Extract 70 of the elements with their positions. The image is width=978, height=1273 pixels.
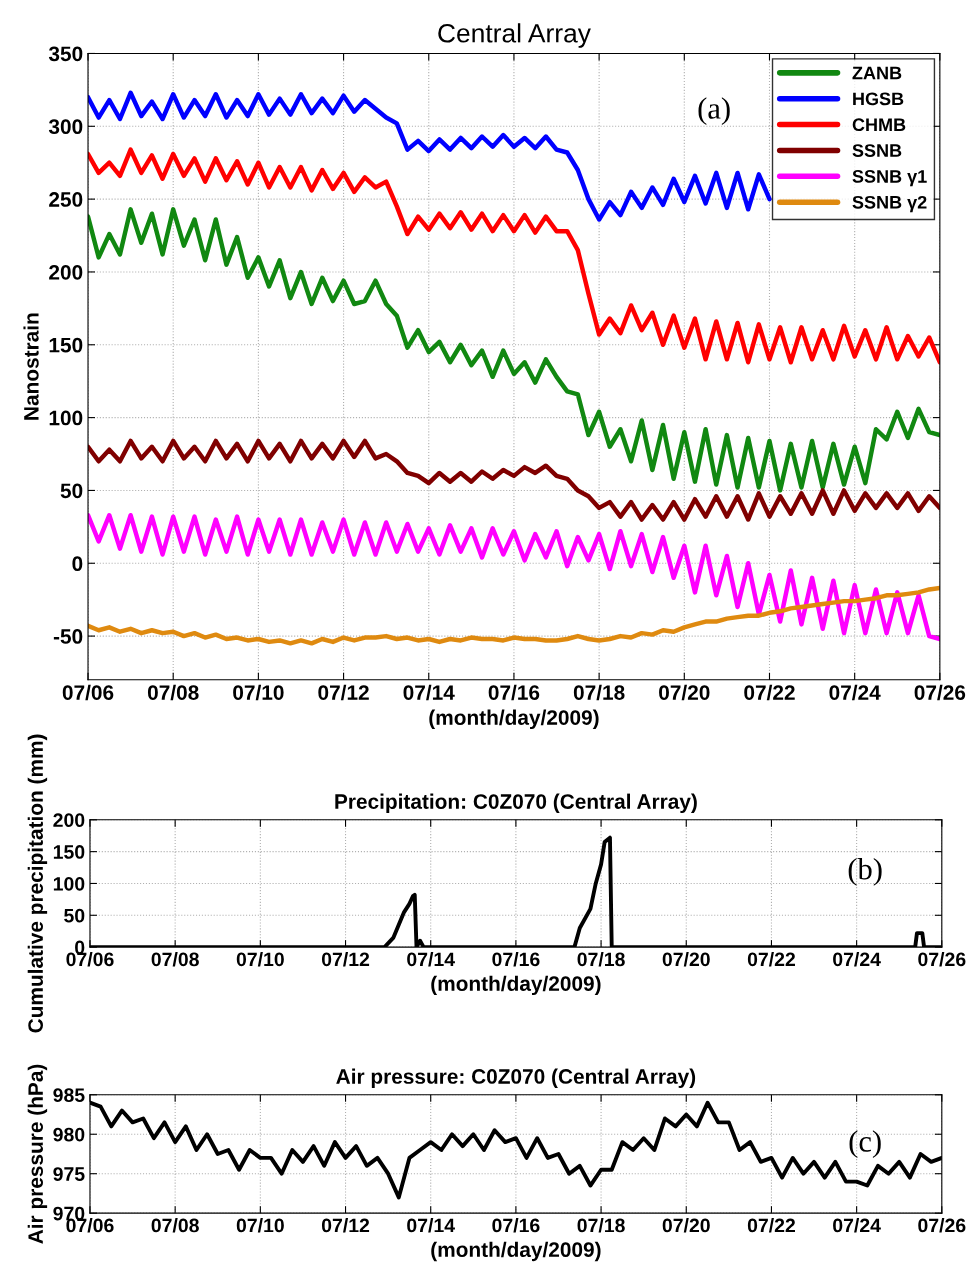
y-tick-label: 150 [49,337,83,353]
legend-label: ZANB [852,66,902,80]
x-tick-label: 07/24 [829,684,881,701]
y-tick-label: 200 [49,264,83,280]
y-tick-label: 985 [53,1088,85,1103]
x-tick-label: 07/12 [318,684,369,701]
x-tick-label: 07/22 [744,684,795,701]
x-tick-label: 07/20 [662,951,710,967]
x-tick-label: 07/10 [236,951,284,967]
y-tick-label: -50 [53,629,83,644]
y-tick-label: 50 [60,483,83,499]
x-tick-label: 07/12 [321,951,370,967]
y-tick-label: 100 [49,410,83,426]
x-tick-label: 07/26 [918,1218,966,1233]
y-tick-label: 50 [64,908,85,923]
chart-title: Air pressure: C0Z070 (Central Array) [336,1068,696,1088]
x-axis-title: (month/day/2009) [429,709,599,730]
x-tick-label: 07/24 [833,1218,881,1233]
x-tick-label: 07/16 [492,951,540,967]
x-tick-label: 07/26 [914,684,966,701]
y-tick-label: 200 [53,813,85,828]
x-tick-label: 07/18 [577,1218,625,1233]
x-tick-label: 07/22 [747,951,795,967]
y-tick-label: 975 [53,1167,85,1181]
x-tick-label: 07/10 [233,684,284,701]
x-tick-label: 07/08 [151,951,199,967]
x-tick-label: 07/24 [833,951,881,967]
x-tick-label: 07/22 [747,1218,795,1233]
chart-title: Precipitation: C0Z070 (Central Array) [335,793,697,814]
line-series [88,90,772,222]
y-tick-label: 150 [53,845,85,859]
y-tick-label: 250 [49,192,83,207]
y-axis-title: Air pressure (hPa) [27,1064,48,1244]
x-tick-label: 07/20 [659,684,710,701]
line-series [88,512,940,642]
y-axis-title: Nanostrain [23,313,39,420]
x-tick-label: 07/06 [62,684,114,701]
y-tick-label: 300 [48,119,83,135]
x-axis-title: (month/day/2009) [431,975,601,996]
x-tick-label: 07/20 [662,1218,710,1233]
x-tick-label: 07/06 [66,951,114,967]
x-tick-label: 07/14 [407,1218,455,1233]
x-tick-label: 07/12 [321,1218,370,1233]
annotation: (a) [698,97,730,126]
y-axis-title: Cumulative precipitation (mm) [27,734,48,1033]
y-tick-label: 350 [48,46,83,62]
y-tick-label: 980 [53,1127,85,1142]
chart-title: Central Array [438,23,591,48]
x-tick-label: 07/14 [407,951,455,967]
x-tick-label: 07/26 [918,951,966,967]
line-series [88,585,940,646]
x-tick-label: 07/18 [577,951,625,967]
y-tick-label: 100 [53,876,85,891]
legend-label: CHMB [852,118,906,132]
x-axis-title: (month/day/2009) [431,1241,601,1262]
annotation: (c) [849,1130,881,1159]
x-tick-label: 07/08 [147,684,199,701]
x-tick-label: 07/14 [403,684,455,701]
x-tick-label: 07/16 [492,1218,540,1233]
annotation: (b) [848,858,882,886]
x-tick-label: 07/18 [573,684,625,701]
x-tick-label: 07/10 [236,1218,284,1233]
legend-label: HGSB [853,92,904,106]
x-tick-label: 07/08 [151,1218,199,1233]
line-series [88,438,940,522]
x-tick-label: 07/16 [488,684,540,701]
legend-label: SSNB γ2 [852,195,927,213]
legend-label: SSNB γ1 [852,170,927,187]
legend-label: SSNB [852,144,902,157]
y-tick-label: 0 [72,556,83,572]
